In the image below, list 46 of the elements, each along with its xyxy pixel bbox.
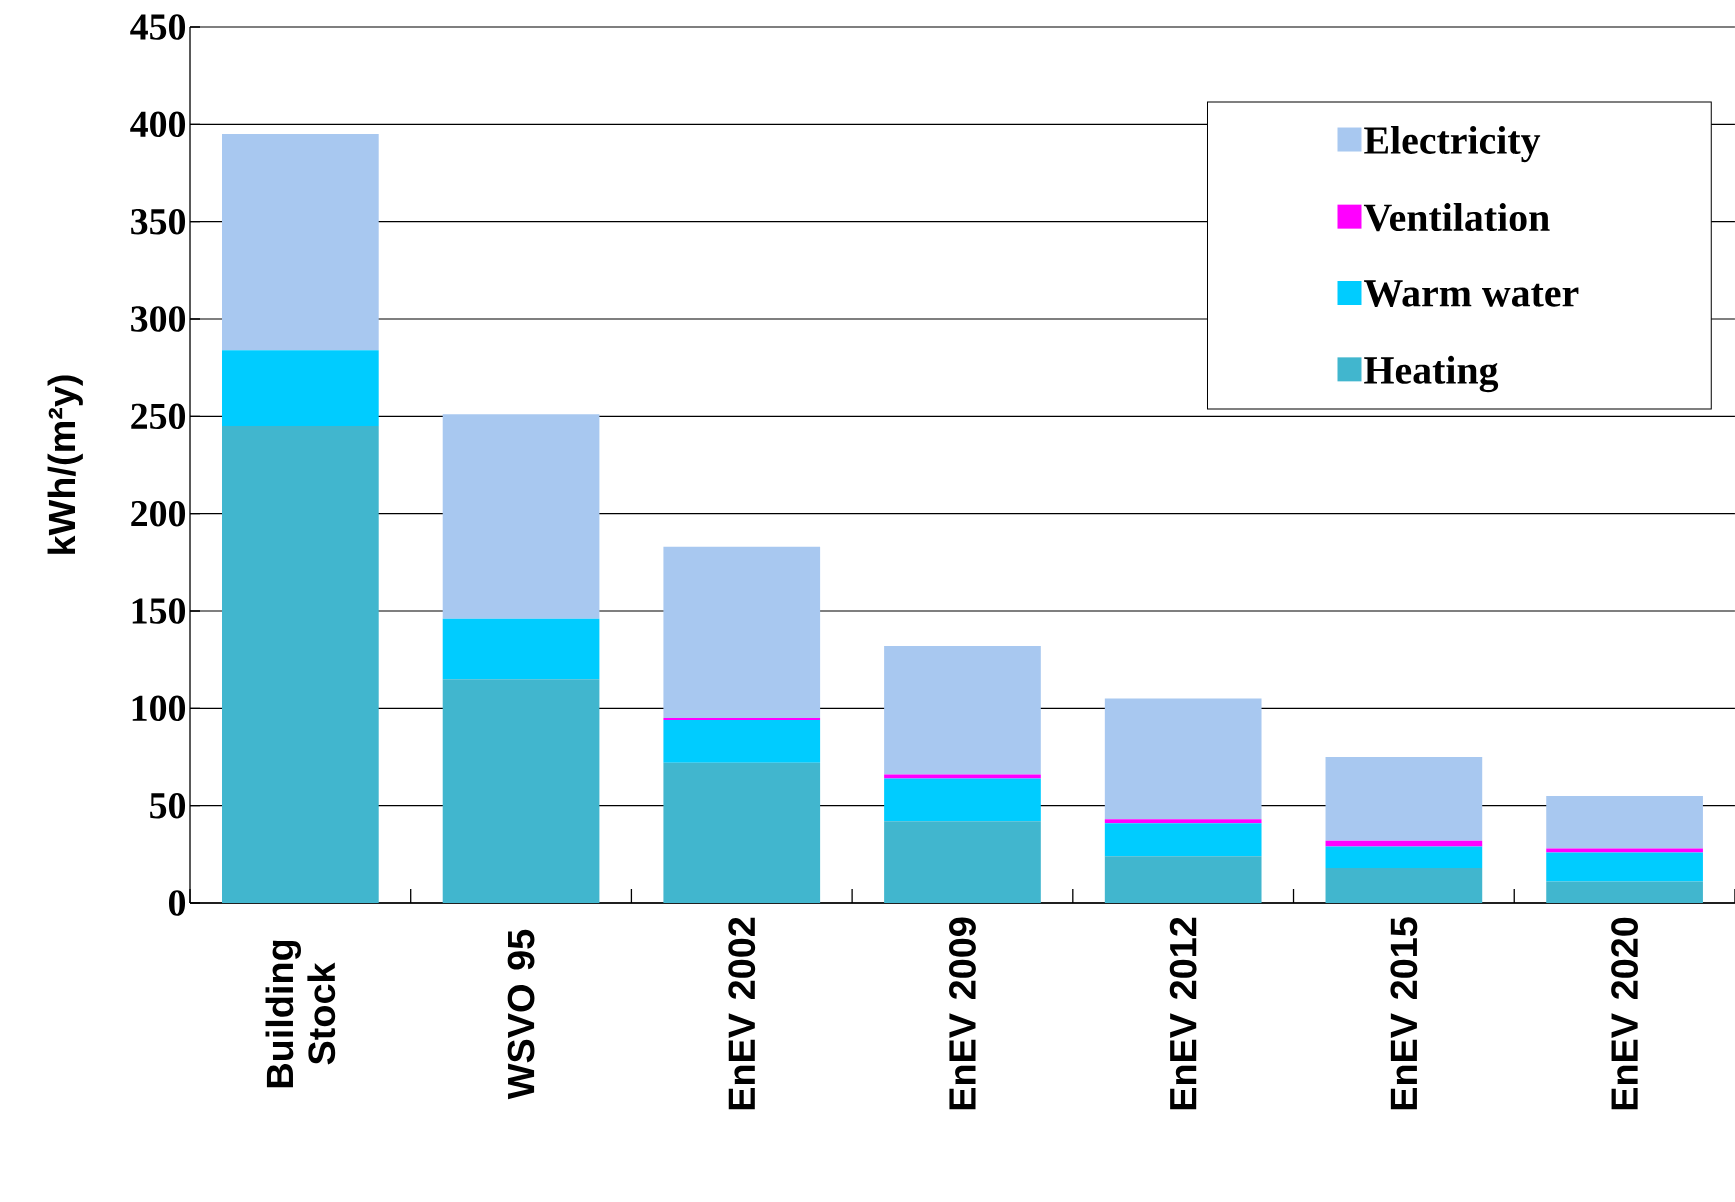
bar	[1104, 856, 1262, 903]
bar	[1546, 852, 1703, 882]
y-tick-label: 150	[132, 598, 186, 624]
bar	[884, 646, 1041, 775]
y-axis-title: kWh/(m²y)	[47, 375, 83, 554]
legend-label: Ventilation	[1363, 203, 1550, 232]
bar	[1104, 823, 1262, 857]
legend-label: Electricity	[1364, 125, 1541, 163]
bar	[1325, 840, 1483, 847]
y-tick-label: 300	[131, 306, 186, 332]
bar	[442, 414, 600, 619]
y-tick-label: 400	[130, 111, 186, 138]
bar	[1104, 819, 1262, 824]
y-tick-label: 100	[132, 695, 186, 722]
bar	[1325, 867, 1483, 903]
x-tick-label: EnEV 2002	[728, 917, 756, 1110]
y-tick-label: 450	[130, 14, 186, 40]
y-tick-label: 200	[131, 500, 186, 527]
y-tick-label: 250	[131, 403, 186, 430]
legend-label: Heating	[1364, 355, 1499, 393]
bar	[1546, 795, 1703, 849]
bar	[222, 350, 379, 427]
y-tick-label: 0	[168, 890, 186, 916]
bar	[884, 821, 1041, 903]
bar	[222, 134, 379, 351]
x-tick-label: EnEV 2020	[1611, 917, 1638, 1110]
bar	[663, 546, 821, 719]
bar	[1325, 846, 1483, 868]
bar	[1325, 756, 1483, 841]
x-tick-label: WSVO 95	[507, 929, 535, 1100]
legend-label: Warm water	[1364, 280, 1579, 307]
x-tick-label: EnEV 2015	[1390, 917, 1418, 1110]
bar	[1546, 881, 1703, 903]
bar	[663, 720, 821, 763]
bar	[442, 679, 600, 903]
bar	[1546, 848, 1703, 853]
x-tick-label: Building Stock	[265, 940, 336, 1088]
bar	[222, 426, 379, 903]
y-tick-label: 50	[150, 792, 186, 819]
bar	[663, 762, 821, 903]
x-tick-label: EnEV 2009	[949, 917, 976, 1110]
y-tick-label: 350	[131, 208, 186, 235]
bar	[442, 618, 600, 680]
bar	[1104, 698, 1262, 820]
x-tick-label: EnEV 2012	[1169, 917, 1197, 1110]
bar	[884, 778, 1041, 822]
